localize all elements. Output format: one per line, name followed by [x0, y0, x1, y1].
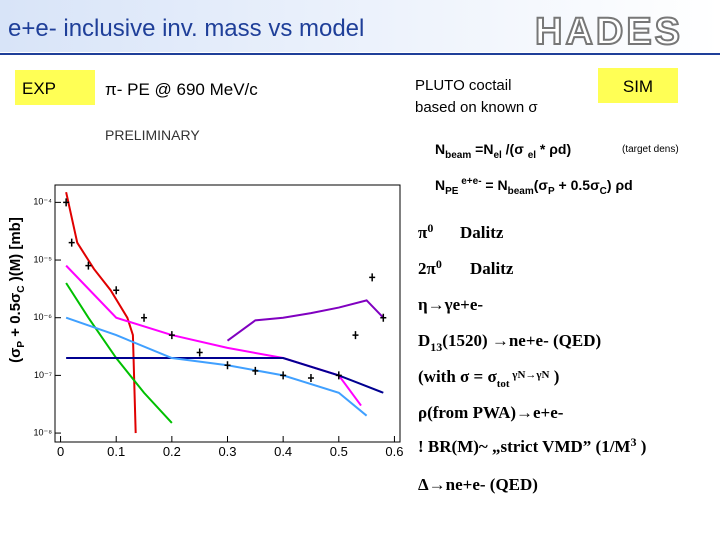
y-tick-label: 10⁻⁶: [34, 312, 53, 322]
preliminary: PRELIMINARY: [105, 127, 200, 143]
data-point: [141, 313, 148, 322]
t: 0: [427, 221, 433, 235]
t: γN→γN: [510, 369, 550, 381]
y-tick-label: 10⁻⁸: [33, 427, 52, 437]
t: + 0.5σ: [7, 293, 24, 341]
t: ): [636, 437, 646, 456]
t: Dalitz: [470, 259, 514, 278]
plot: 10⁻⁸ 10⁻⁷ 10⁻⁶ 10⁻⁵ 10⁻⁴ 0 0.1 0.2 0.3 0.4 0.5 0.6: [33, 191, 403, 459]
t: P: [16, 341, 27, 348]
t: beam: [445, 150, 471, 161]
legend-entry: ρ(from PWA)→e+e-: [418, 403, 564, 422]
slide-title: e+e- inclusive inv. mass vs model: [8, 15, 364, 42]
t: ) ρd: [607, 177, 633, 193]
sim-box: [598, 68, 678, 103]
x-tick-label: 0.5: [330, 444, 348, 459]
t: N: [435, 177, 445, 193]
header-band: [0, 0, 720, 52]
pluto-line: based on known σ: [415, 99, 538, 116]
y-tick-label: 10⁻⁴: [33, 197, 52, 207]
legend-entry: π0 Dalitz: [418, 221, 504, 242]
x-tick-label: 0: [57, 444, 64, 459]
data-point: [307, 374, 314, 383]
t: (1520) →ne+e- (QED): [442, 331, 601, 350]
t: el: [493, 150, 502, 161]
legend-entry: η→γe+e-: [418, 295, 483, 314]
data-point: [224, 361, 231, 370]
data-point: [85, 261, 92, 270]
data-point: [352, 331, 359, 340]
nbeam-formula: Nbeam =Nel /(σ el * ρd): [435, 141, 571, 161]
x-tick-label: 0.1: [107, 444, 125, 459]
t: C: [16, 285, 27, 292]
t: * ρd): [536, 141, 571, 157]
data-point: [369, 273, 376, 282]
legend: π0 Dalitz 2π0 Dalitz η→γe+e- D13(1520) →ne…: [418, 221, 646, 494]
data-point: [168, 331, 175, 340]
legend-entry: ! BR(M)~ „strict VMD” (1/M3 ): [418, 435, 646, 456]
t: (with σ = σ: [418, 367, 497, 386]
t: el: [528, 150, 537, 161]
t: =N: [471, 141, 493, 157]
y-axis-title: (σP + 0.5σC )(M) [mb]: [7, 217, 27, 363]
t: Dalitz: [460, 223, 504, 242]
data-point: [68, 238, 75, 247]
y-tick-label: 10⁻⁷: [34, 370, 52, 380]
data-point: [380, 313, 387, 322]
t: ): [549, 367, 559, 386]
t: + 0.5σ: [555, 177, 600, 193]
logo: HADES: [535, 11, 683, 53]
t: 2π: [418, 259, 437, 278]
t: /(σ: [502, 141, 528, 157]
legend-entry: 2π0 Dalitz: [418, 257, 514, 278]
x-tick-label: 0.3: [218, 444, 236, 459]
t: tot: [497, 378, 510, 390]
data-point: [335, 371, 342, 380]
beam-label: π- PE @ 690 MeV/c: [105, 80, 258, 99]
data-point: [280, 371, 287, 380]
legend-entry: Δ→ne+e- (QED): [418, 475, 538, 494]
model-curve: [66, 357, 384, 394]
t: = N: [482, 177, 508, 193]
t: C: [600, 186, 607, 197]
model-curve: [65, 191, 137, 434]
t: e+e-: [458, 176, 481, 187]
x-tick-label: 0.6: [385, 444, 403, 459]
t: 13: [430, 340, 442, 354]
t: (σ: [534, 177, 549, 193]
t: beam: [508, 186, 534, 197]
target-dens: (target dens): [622, 144, 679, 155]
data-point: [196, 348, 203, 357]
t: 0: [436, 257, 442, 271]
t: ! BR(M)~ „strict VMD” (1/M: [418, 437, 630, 456]
t: (σ: [7, 348, 24, 363]
sim-label: SIM: [623, 77, 653, 96]
t: )(M) [mb]: [7, 217, 24, 285]
exp-box: [15, 70, 95, 105]
exp-label: EXP: [22, 79, 56, 98]
t: π: [418, 223, 428, 242]
t: PE: [445, 186, 459, 197]
legend-entry: (with σ = σtot γN→γN ): [418, 367, 559, 390]
t: N: [435, 141, 445, 157]
t: 3: [630, 435, 636, 449]
data-point: [113, 286, 120, 295]
t: P: [548, 186, 555, 197]
pluto-line: PLUTO coctail: [415, 77, 511, 94]
x-tick-label: 0.4: [274, 444, 292, 459]
data-point: [63, 198, 70, 207]
t: D: [418, 331, 430, 350]
data-point: [252, 366, 259, 375]
y-tick-label: 10⁻⁵: [34, 254, 53, 264]
npe-formula: NPE e+e- = Nbeam(σP + 0.5σC) ρd: [435, 176, 633, 197]
legend-entry: D13(1520) →ne+e- (QED): [418, 331, 601, 354]
model-curve: [226, 299, 385, 342]
x-tick-label: 0.2: [163, 444, 181, 459]
